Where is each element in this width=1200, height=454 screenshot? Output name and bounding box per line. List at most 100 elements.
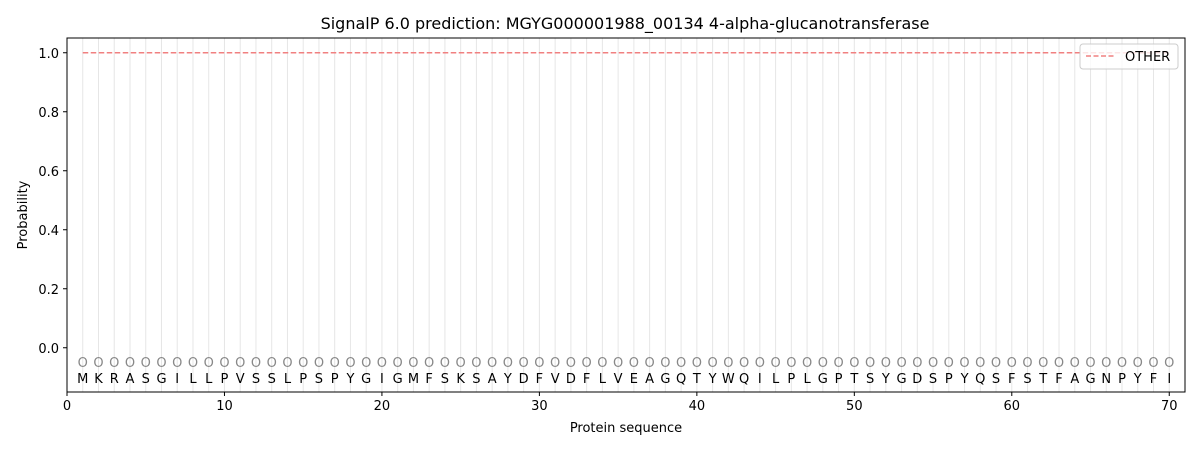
residue-letter: F [583, 372, 590, 387]
residue-state-label: O [282, 356, 292, 371]
residue-letter: P [1118, 372, 1126, 387]
residue-letter: P [945, 372, 953, 387]
y-tick-label: 0.8 [38, 106, 59, 121]
residue-letter: L [772, 372, 780, 387]
x-tick-label: 10 [216, 399, 233, 414]
x-tick-label: 40 [689, 399, 706, 414]
residue-letter: P [331, 372, 339, 387]
residue-state-label: O [755, 356, 765, 371]
x-axis-label: Protein sequence [570, 421, 682, 436]
residue-state-label: O [1101, 356, 1111, 371]
y-axis-ticks: 0.0 0.2 0.4 0.6 0.8 1.0 [38, 47, 67, 357]
residue-state-label: O [1007, 356, 1017, 371]
residue-letter: M [408, 372, 419, 387]
residue-letter: K [94, 372, 103, 387]
residue-state-label: O [125, 356, 135, 371]
residue-state-label: O [519, 356, 529, 371]
residue-state-label: O [597, 356, 607, 371]
residue-state-label: O [251, 356, 261, 371]
residue-letter: F [425, 372, 432, 387]
x-axis-ticks: 0 10 20 30 40 50 60 70 [63, 392, 1178, 414]
residue-letter: F [536, 372, 543, 387]
residue-letter: A [488, 372, 497, 387]
residue-state-label: O [645, 356, 655, 371]
x-tick-label: 50 [846, 399, 863, 414]
residue-state-label: O [692, 356, 702, 371]
residue-letter: F [1008, 372, 1015, 387]
residue-state-label: O [93, 356, 103, 371]
residue-labels: OMOKOROAOSOGOIOLOLOPOVOSOSOLOPOSOPOYOGOI… [77, 356, 1174, 387]
residue-state-label: O [582, 356, 592, 371]
residue-state-label: O [456, 356, 466, 371]
residue-letter: V [614, 372, 623, 387]
residue-state-label: O [818, 356, 828, 371]
x-tick-label: 30 [531, 399, 548, 414]
residue-letter: S [252, 372, 260, 387]
residue-letter: Y [708, 372, 717, 387]
residue-state-label: O [487, 356, 497, 371]
residue-state-label: O [141, 356, 151, 371]
residue-letter: N [1101, 372, 1111, 387]
residue-letter: I [175, 372, 179, 387]
residue-letter: I [380, 372, 384, 387]
residue-letter: G [361, 372, 371, 387]
residue-state-label: O [991, 356, 1001, 371]
x-tick-label: 20 [374, 399, 391, 414]
residue-state-label: O [204, 356, 214, 371]
residue-state-label: O [393, 356, 403, 371]
residue-state-label: O [975, 356, 985, 371]
residue-state-label: O [345, 356, 355, 371]
legend-label-other: OTHER [1125, 50, 1170, 65]
residue-letter: S [142, 372, 150, 387]
residue-letter: Y [503, 372, 512, 387]
residue-letter: D [912, 372, 922, 387]
residue-letter: A [126, 372, 135, 387]
residue-state-label: O [707, 356, 717, 371]
residue-state-label: O [660, 356, 670, 371]
legend: OTHER [1079, 43, 1179, 70]
residue-letter: L [803, 372, 811, 387]
y-tick-label: 0.0 [38, 342, 59, 357]
residue-letter: D [566, 372, 576, 387]
residue-state-label: O [865, 356, 875, 371]
residue-letter: Y [1133, 372, 1142, 387]
plot-frame [66, 37, 1186, 393]
residue-state-label: O [440, 356, 450, 371]
residue-letter: S [441, 372, 449, 387]
residue-state-label: O [833, 356, 843, 371]
residue-letter: I [1167, 372, 1171, 387]
residue-letter: P [299, 372, 307, 387]
residue-state-label: O [1133, 356, 1143, 371]
residue-state-label: O [534, 356, 544, 371]
y-tick-label: 0.6 [38, 165, 59, 180]
residue-state-label: O [235, 356, 245, 371]
residue-state-label: O [424, 356, 434, 371]
y-tick-label: 1.0 [38, 47, 59, 62]
residue-letter: P [787, 372, 795, 387]
residue-letter: L [205, 372, 213, 387]
residue-letter: T [692, 372, 701, 387]
residue-letter: G [897, 372, 907, 387]
residue-state-label: O [408, 356, 418, 371]
residue-letter: W [722, 372, 735, 387]
residue-letter: F [1055, 372, 1062, 387]
residue-state-label: O [1117, 356, 1127, 371]
residue-state-label: O [156, 356, 166, 371]
residue-state-label: O [770, 356, 780, 371]
residue-letter: S [472, 372, 480, 387]
residue-letter: A [645, 372, 654, 387]
residue-state-label: O [188, 356, 198, 371]
residue-state-label: O [172, 356, 182, 371]
residue-state-label: O [1164, 356, 1174, 371]
residue-state-label: O [1085, 356, 1095, 371]
residue-letter: D [519, 372, 529, 387]
residue-state-label: O [786, 356, 796, 371]
residue-state-label: O [928, 356, 938, 371]
residue-letter: S [866, 372, 874, 387]
residue-state-label: O [896, 356, 906, 371]
grid-lines [82, 38, 1170, 392]
residue-state-label: O [802, 356, 812, 371]
residue-letter: G [393, 372, 403, 387]
y-axis-label: Probability [16, 180, 31, 249]
